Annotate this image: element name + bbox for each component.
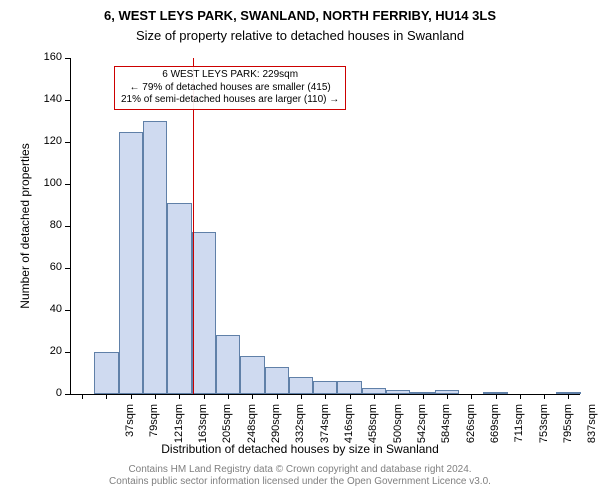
footer-line2: Contains public sector information licen… bbox=[0, 476, 600, 488]
x-tick bbox=[520, 394, 521, 399]
histogram-bar bbox=[483, 392, 507, 394]
x-tick bbox=[544, 394, 545, 399]
y-tick bbox=[65, 184, 70, 185]
x-tick bbox=[155, 394, 156, 399]
y-tick bbox=[65, 394, 70, 395]
y-tick-label: 160 bbox=[32, 51, 62, 63]
x-tick-label: 332sqm bbox=[294, 404, 306, 448]
x-tick bbox=[82, 394, 83, 399]
y-tick bbox=[65, 58, 70, 59]
x-tick bbox=[447, 394, 448, 399]
histogram-bar bbox=[337, 381, 361, 394]
y-axis-label: Number of detached properties bbox=[18, 58, 32, 394]
annotation-line1: 6 WEST LEYS PARK: 229sqm bbox=[121, 69, 339, 82]
histogram-bar bbox=[265, 367, 289, 394]
x-tick bbox=[423, 394, 424, 399]
x-tick-label: 290sqm bbox=[270, 404, 282, 448]
histogram-bar bbox=[216, 335, 240, 394]
y-tick bbox=[65, 142, 70, 143]
y-tick-label: 120 bbox=[32, 135, 62, 147]
footer-attribution: Contains HM Land Registry data © Crown c… bbox=[0, 464, 600, 488]
y-tick-label: 60 bbox=[32, 261, 62, 273]
x-tick-label: 669sqm bbox=[489, 404, 501, 448]
footer-line1: Contains HM Land Registry data © Crown c… bbox=[0, 464, 600, 476]
x-tick bbox=[496, 394, 497, 399]
x-tick-label: 37sqm bbox=[124, 404, 136, 448]
y-axis-line bbox=[70, 58, 71, 394]
x-tick bbox=[179, 394, 180, 399]
y-tick bbox=[65, 310, 70, 311]
y-tick-label: 20 bbox=[32, 345, 62, 357]
y-tick-label: 100 bbox=[32, 177, 62, 189]
x-tick-label: 837sqm bbox=[586, 404, 598, 448]
x-tick bbox=[228, 394, 229, 399]
histogram-bar bbox=[240, 356, 264, 394]
histogram-bar bbox=[435, 390, 459, 394]
histogram-bar bbox=[143, 121, 167, 394]
histogram-bar bbox=[556, 392, 580, 394]
x-tick-label: 542sqm bbox=[416, 404, 428, 448]
histogram-bar bbox=[386, 390, 410, 394]
x-tick bbox=[252, 394, 253, 399]
x-tick-label: 795sqm bbox=[562, 404, 574, 448]
histogram-bar bbox=[94, 352, 118, 394]
x-tick-label: 753sqm bbox=[538, 404, 550, 448]
chart-title-line1: 6, WEST LEYS PARK, SWANLAND, NORTH FERRI… bbox=[0, 8, 600, 23]
x-tick-label: 711sqm bbox=[513, 404, 525, 448]
x-tick-label: 205sqm bbox=[221, 404, 233, 448]
y-tick-label: 140 bbox=[32, 93, 62, 105]
annotation-line2: ← 79% of detached houses are smaller (41… bbox=[121, 82, 339, 95]
x-tick bbox=[301, 394, 302, 399]
y-tick-label: 0 bbox=[32, 387, 62, 399]
x-tick-label: 584sqm bbox=[440, 404, 452, 448]
histogram-bar bbox=[119, 132, 143, 395]
histogram-bar bbox=[289, 377, 313, 394]
x-tick bbox=[277, 394, 278, 399]
x-tick-label: 500sqm bbox=[392, 404, 404, 448]
histogram-bar bbox=[362, 388, 386, 394]
y-tick bbox=[65, 352, 70, 353]
x-tick bbox=[106, 394, 107, 399]
x-tick-label: 626sqm bbox=[465, 404, 477, 448]
histogram-bar bbox=[313, 381, 337, 394]
x-tick bbox=[374, 394, 375, 399]
histogram-bar bbox=[410, 392, 434, 394]
y-tick bbox=[65, 100, 70, 101]
chart-title-line2: Size of property relative to detached ho… bbox=[0, 28, 600, 43]
x-tick-label: 79sqm bbox=[148, 404, 160, 448]
y-tick-label: 80 bbox=[32, 219, 62, 231]
y-tick bbox=[65, 226, 70, 227]
annotation-box: 6 WEST LEYS PARK: 229sqm ← 79% of detach… bbox=[114, 66, 346, 110]
x-tick-label: 248sqm bbox=[246, 404, 258, 448]
x-tick-label: 374sqm bbox=[319, 404, 331, 448]
x-tick bbox=[204, 394, 205, 399]
x-tick bbox=[398, 394, 399, 399]
x-tick bbox=[471, 394, 472, 399]
x-tick bbox=[131, 394, 132, 399]
x-tick bbox=[325, 394, 326, 399]
chart-container: 6, WEST LEYS PARK, SWANLAND, NORTH FERRI… bbox=[0, 0, 600, 500]
x-tick bbox=[568, 394, 569, 399]
x-tick-label: 163sqm bbox=[197, 404, 209, 448]
y-tick-label: 40 bbox=[32, 303, 62, 315]
x-tick bbox=[350, 394, 351, 399]
x-tick-label: 121sqm bbox=[173, 404, 185, 448]
annotation-line3: 21% of semi-detached houses are larger (… bbox=[121, 94, 339, 107]
y-tick bbox=[65, 268, 70, 269]
x-tick-label: 458sqm bbox=[367, 404, 379, 448]
histogram-bar bbox=[192, 232, 216, 394]
histogram-bar bbox=[167, 203, 191, 394]
x-tick-label: 416sqm bbox=[343, 404, 355, 448]
